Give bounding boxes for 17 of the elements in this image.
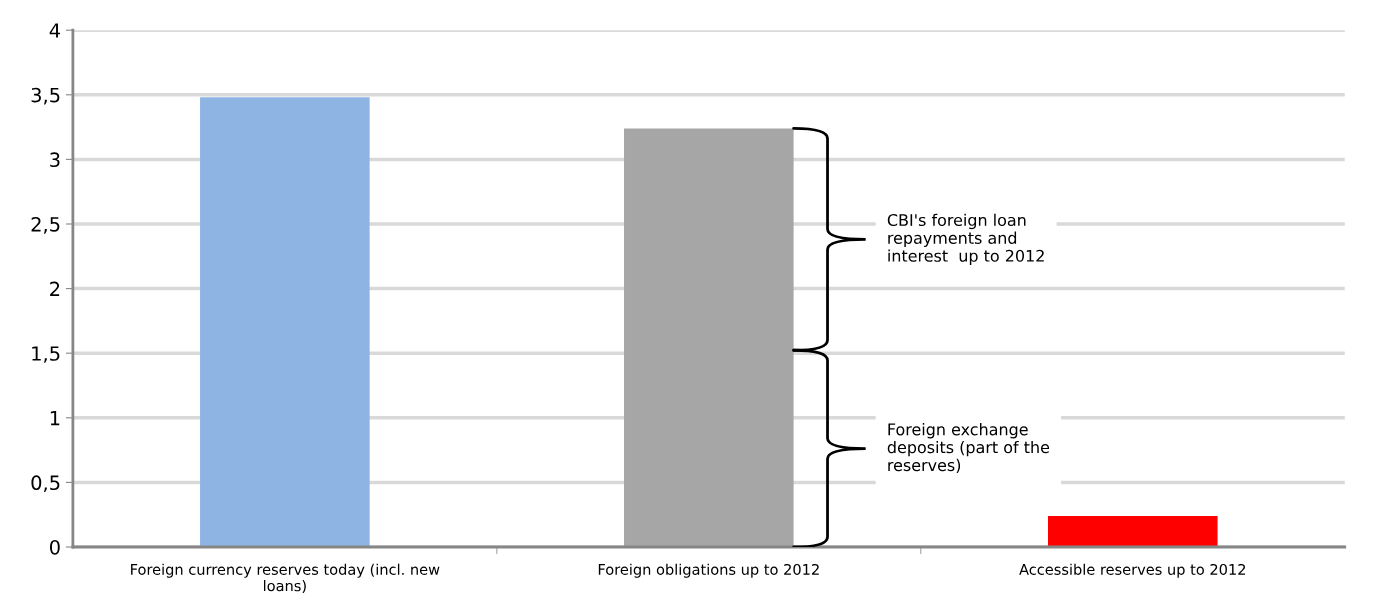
y-tick-label: 2,5	[31, 216, 60, 234]
y-tick-label: 1	[50, 411, 60, 426]
y-tick-label: 2	[50, 281, 60, 296]
bar	[1047, 516, 1218, 548]
y-tick-label: 4	[49, 23, 60, 38]
annotation: Foreign exchange deposits (part of the reserves)	[887, 423, 1050, 474]
y-tick-label: 3,5	[31, 87, 60, 105]
y-tick-label: 0,5	[31, 475, 60, 493]
annotation: CBI's foreign loan repayments and interest up to 2012	[887, 213, 1044, 265]
x-tick-label: Foreign currency reserves today (incl. new loans)	[131, 563, 440, 594]
x-tick-label: Foreign obligations up to 2012	[598, 563, 819, 578]
y-tick-label: 0	[49, 539, 60, 555]
x-tick-label: Accessible reserves up to 2012	[1019, 563, 1246, 578]
y-tick-label: 3	[50, 152, 60, 168]
bar	[200, 97, 370, 548]
bar	[624, 128, 794, 548]
y-tick-label: 1,5	[32, 346, 60, 363]
